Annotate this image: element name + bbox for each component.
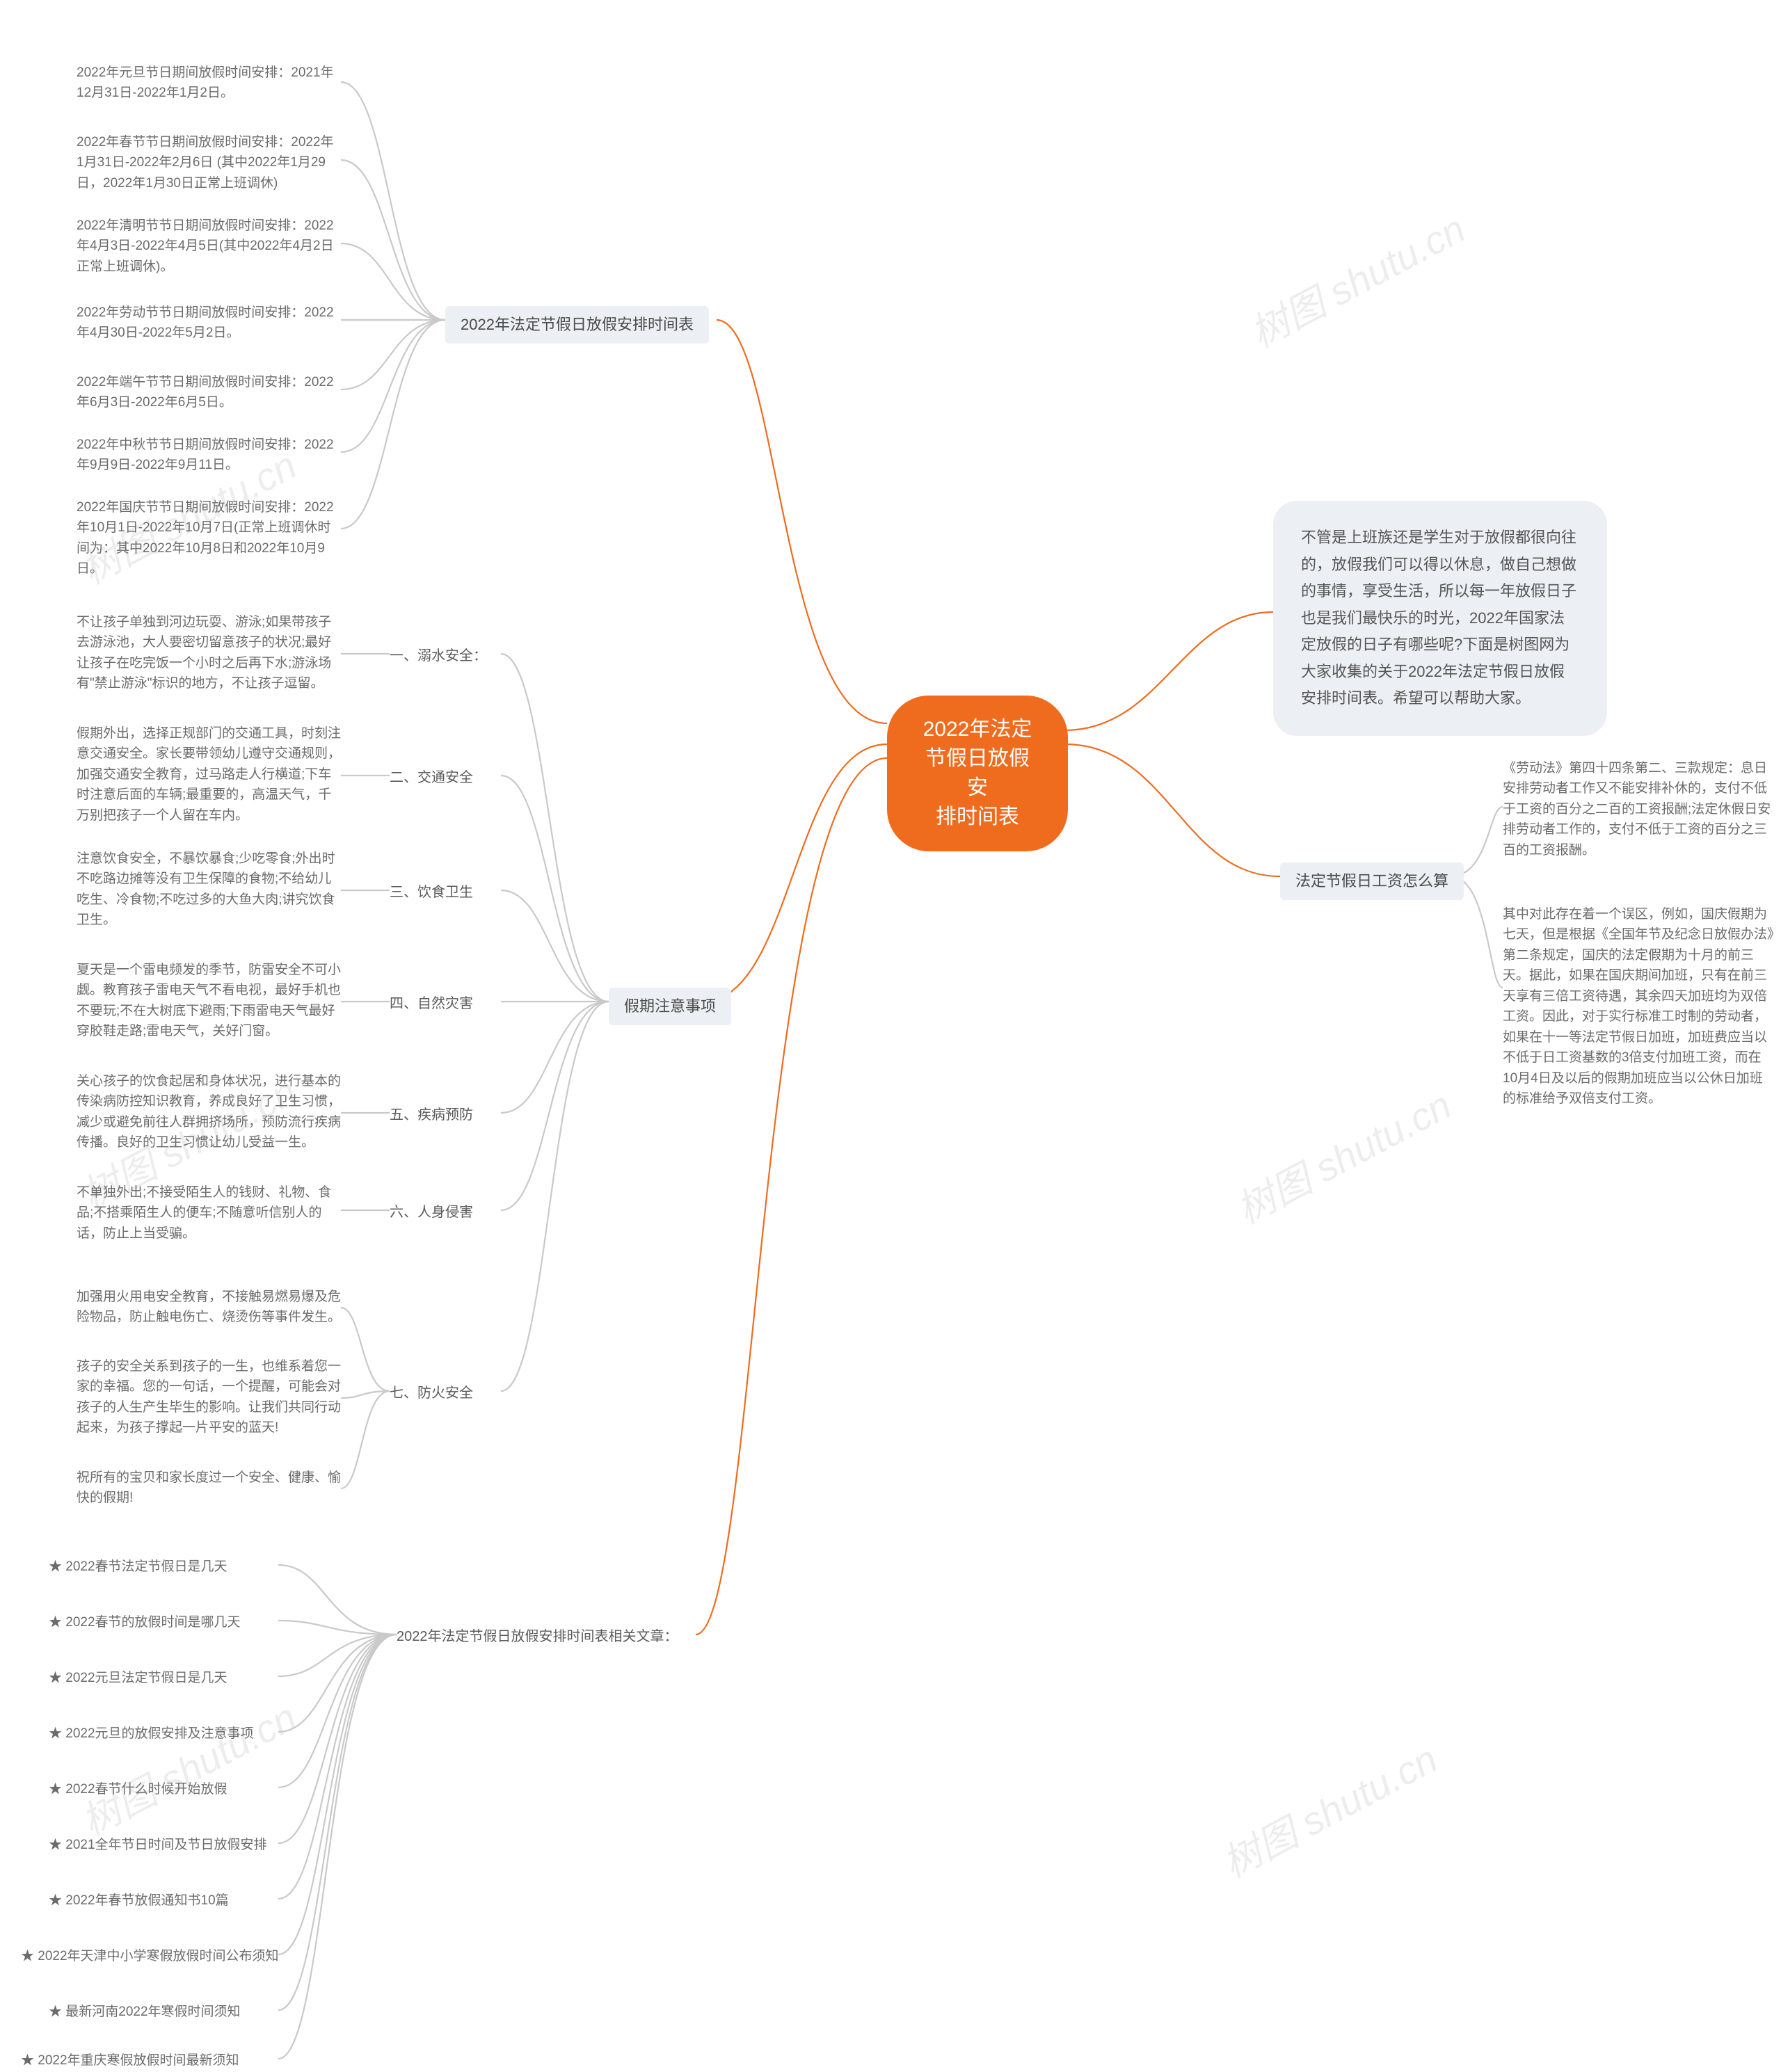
safety-text: 假期外出，选择正规部门的交通工具，时刻注意交通安全。家长要带领幼儿遵守交通规则，…	[77, 723, 341, 826]
safety-num: 三、饮食卫生	[390, 882, 473, 904]
safety-text: 注意饮食安全，不暴饮暴食;少吃零食;外出时不吃路边摊等没有卫生保障的食物;不给幼…	[77, 849, 341, 931]
branch-wage-item: 《劳动法》第四十四条第二、三款规定：息日安排劳动者工作又不能安排补休的，支付不低…	[1503, 758, 1774, 860]
schedule-item: 2022年国庆节节日期间放假时间安排：2022年10月1日-2022年10月7日…	[77, 497, 341, 579]
related-item[interactable]: ★ 2022年天津中小学寒假放假时间公布须知	[21, 1946, 279, 1966]
safety-num: 五、疾病预防	[390, 1105, 473, 1126]
related-item[interactable]: ★ 2022元旦的放假安排及注意事项	[49, 1724, 254, 1744]
branch-safety-title[interactable]: 假期注意事项	[609, 988, 731, 1025]
safety-num: 七、防火安全	[390, 1383, 473, 1404]
watermark: 树图 shutu.cn	[1239, 198, 1474, 359]
safety-text: 不单独外出;不接受陌生人的钱财、礼物、食品;不搭乘陌生人的便车;不随意听信别人的…	[77, 1182, 341, 1244]
schedule-item: 2022年清明节节日期间放假时间安排：2022年4月3日-2022年4月5日(其…	[77, 216, 341, 277]
schedule-item: 2022年春节节日期间放假时间安排：2022年1月31日-2022年2月6日 (…	[77, 132, 341, 193]
schedule-item: 2022年中秋节节日期间放假时间安排：2022年9月9日-2022年9月11日。	[77, 435, 341, 476]
safety-num: 六、人身侵害	[390, 1202, 473, 1223]
root-title-l1: 2022年法定节假日放假安	[923, 718, 1032, 799]
watermark: 树图 shutu.cn	[70, 1687, 305, 1847]
related-item[interactable]: ★ 2022年春节放假通知书10篇	[49, 1890, 229, 1911]
watermark: 树图 shutu.cn	[1211, 1728, 1446, 1889]
related-item[interactable]: ★ 2022春节的放假时间是哪几天	[49, 1612, 241, 1632]
safety-text: 孩子的安全关系到孩子的一生，也维系着您一家的幸福。您的一句话，一个提醒，可能会对…	[77, 1356, 341, 1438]
safety-text: 祝所有的宝贝和家长度过一个安全、健康、愉快的假期!	[77, 1468, 341, 1509]
safety-num: 一、溺水安全：	[390, 645, 487, 667]
schedule-item: 2022年端午节节日期间放假时间安排：2022年6月3日-2022年6月5日。	[77, 372, 341, 413]
safety-num: 四、自然灾害	[390, 993, 473, 1015]
branch-schedule-title[interactable]: 2022年法定节假日放假安排时间表	[445, 306, 709, 344]
schedule-item: 2022年劳动节节日期间放假时间安排：2022年4月30日-2022年5月2日。	[77, 303, 341, 344]
schedule-item: 2022年元旦节日期间放假时间安排：2021年12月31日-2022年1月2日。	[77, 63, 341, 104]
related-item[interactable]: ★ 2022年重庆寒假放假时间最新须知	[21, 2050, 239, 2071]
root-title-l2: 排时间表	[936, 805, 1019, 828]
safety-text: 加强用火用电安全教育，不接触易燃易爆及危险物品，防止触电伤亡、烧烫伤等事件发生。	[77, 1287, 341, 1328]
safety-text: 不让孩子单独到河边玩耍、游泳;如果带孩子去游泳池，大人要密切留意孩子的状况;最好…	[77, 612, 341, 694]
related-item[interactable]: ★ 2022春节什么时候开始放假	[49, 1779, 227, 1799]
branch-wage-item: 其中对此存在着一个误区，例如，国庆假期为七天，但是根据《全国年节及纪念日放假办法…	[1503, 904, 1774, 1109]
branch-related-title[interactable]: 2022年法定节假日放假安排时间表相关文章：	[397, 1626, 678, 1648]
intro-bubble: 不管是上班族还是学生对于放假都很向往的，放假我们可以得以休息，做自己想做的事情，…	[1273, 501, 1607, 736]
related-item[interactable]: ★ 最新河南2022年寒假时间须知	[49, 2002, 241, 2022]
related-item[interactable]: ★ 2022元旦法定节假日是几天	[49, 1668, 227, 1688]
safety-text: 夏天是一个雷电频发的季节，防雷安全不可小觑。教育孩子雷电天气不看电视，最好手机也…	[77, 960, 341, 1042]
safety-num: 二、交通安全	[390, 767, 473, 789]
safety-text: 关心孩子的饮食起居和身体状况，进行基本的传染病防控知识教育，养成良好了卫生习惯，…	[77, 1071, 341, 1153]
root-node[interactable]: 2022年法定节假日放假安 排时间表	[887, 696, 1068, 851]
related-item[interactable]: ★ 2021全年节日时间及节日放假安排	[49, 1835, 267, 1855]
watermark: 树图 shutu.cn	[1225, 1075, 1460, 1235]
related-item[interactable]: ★ 2022春节法定节假日是几天	[49, 1557, 227, 1577]
branch-wage-title[interactable]: 法定节假日工资怎么算	[1280, 862, 1464, 900]
